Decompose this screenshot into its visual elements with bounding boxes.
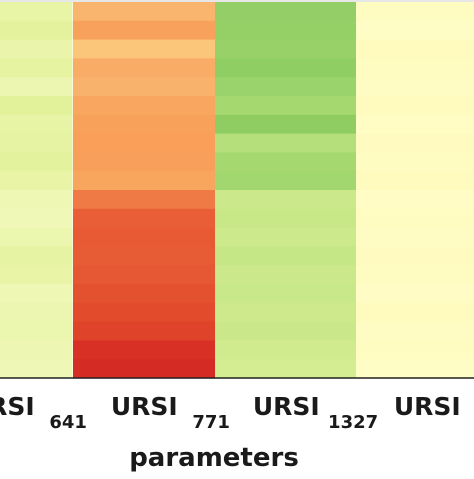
heatmap-cell (0, 133, 73, 153)
heatmap-cell (73, 2, 216, 22)
heatmap-cell (0, 359, 73, 379)
heatmap-cell (356, 20, 474, 41)
heatmap-cell (215, 359, 358, 379)
heatmap-cell (356, 302, 474, 323)
heatmap-cell (73, 265, 216, 285)
heatmap-cell (73, 190, 216, 210)
heatmap-cell (356, 2, 474, 22)
heatmap-cell (356, 359, 474, 379)
heatmap-cell (215, 340, 358, 360)
heatmap-cell (0, 302, 73, 323)
heatmap-cell (215, 133, 358, 153)
heatmap-cell (215, 302, 358, 323)
heatmap-cell (356, 77, 474, 97)
heatmap-cell (73, 133, 216, 153)
heatmap-cell (73, 20, 216, 41)
heatmap-cell (356, 152, 474, 172)
heatmap-cell (356, 114, 474, 135)
heatmap-cell (356, 39, 474, 59)
heatmap-cell (356, 96, 474, 116)
heatmap-cell (0, 227, 73, 247)
heatmap-cell (73, 77, 216, 97)
heatmap-cell (215, 246, 358, 266)
heatmap-cell (0, 321, 73, 341)
x-tick-label: URSI771 (111, 392, 230, 433)
heatmap-cell (215, 265, 358, 285)
heatmap-cell (356, 227, 474, 247)
x-tick-label: URSI641 (0, 392, 87, 433)
heatmap-cell (356, 171, 474, 191)
x-tick-label: URSI1327 (253, 392, 378, 433)
heatmap-cell (0, 171, 73, 191)
heatmap-cell (73, 302, 216, 323)
heatmap-cell (0, 77, 73, 97)
heatmap-cell (356, 265, 474, 285)
heatmap-cell (73, 359, 216, 379)
heatmap-cell (0, 246, 73, 266)
heatmap-cell (73, 208, 216, 229)
heatmap-cell (215, 152, 358, 172)
heatmap-cell (0, 58, 73, 78)
heatmap-cell (73, 39, 216, 59)
heatmap-cell (73, 58, 216, 78)
x-axis-title: parameters (129, 443, 299, 473)
heatmap-cell (215, 77, 358, 97)
heatmap-cell (356, 321, 474, 341)
heatmap-cell (0, 265, 73, 285)
heatmap-cell (0, 190, 73, 210)
heatmap-cell (215, 321, 358, 341)
heatmap-cell (356, 208, 474, 229)
heatmap-cell (0, 114, 73, 135)
heatmap-cell (0, 340, 73, 360)
heatmap-cell (0, 152, 73, 172)
heatmap-cell (0, 284, 73, 304)
heatmap-cell (356, 190, 474, 210)
x-tick-label: URSI163 (394, 392, 474, 433)
heatmap-cell (215, 284, 358, 304)
heatmap-cell (215, 58, 358, 78)
heatmap-cell (215, 171, 358, 191)
heatmap-cell (215, 190, 358, 210)
heatmap-cell (215, 114, 358, 135)
heatmap-cell (73, 321, 216, 341)
heatmap-cell (215, 2, 358, 22)
heatmap-cell (73, 171, 216, 191)
heatmap-cell (0, 20, 73, 41)
heatmap-cell (215, 96, 358, 116)
heatmap-cell (215, 20, 358, 41)
heatmap-cell (73, 246, 216, 266)
heatmap-cell (73, 114, 216, 135)
heatmap-cell (0, 39, 73, 59)
heatmap-cell (215, 39, 358, 59)
heatmap-cell (73, 340, 216, 360)
heatmap-cell (73, 152, 216, 172)
heatmap-cell (73, 96, 216, 116)
heatmap-cell (356, 133, 474, 153)
heatmap-cell (356, 340, 474, 360)
heatmap-cell (215, 227, 358, 247)
heatmap-cell (356, 284, 474, 304)
heatmap-cell (0, 208, 73, 229)
heatmap-cell (0, 96, 73, 116)
heatmap-cell (356, 246, 474, 266)
heatmap-cell (0, 2, 73, 22)
heatmap-cell (356, 58, 474, 78)
heatmap-cell (73, 227, 216, 247)
heatmap-cell (73, 284, 216, 304)
heatmap-cell (215, 208, 358, 229)
